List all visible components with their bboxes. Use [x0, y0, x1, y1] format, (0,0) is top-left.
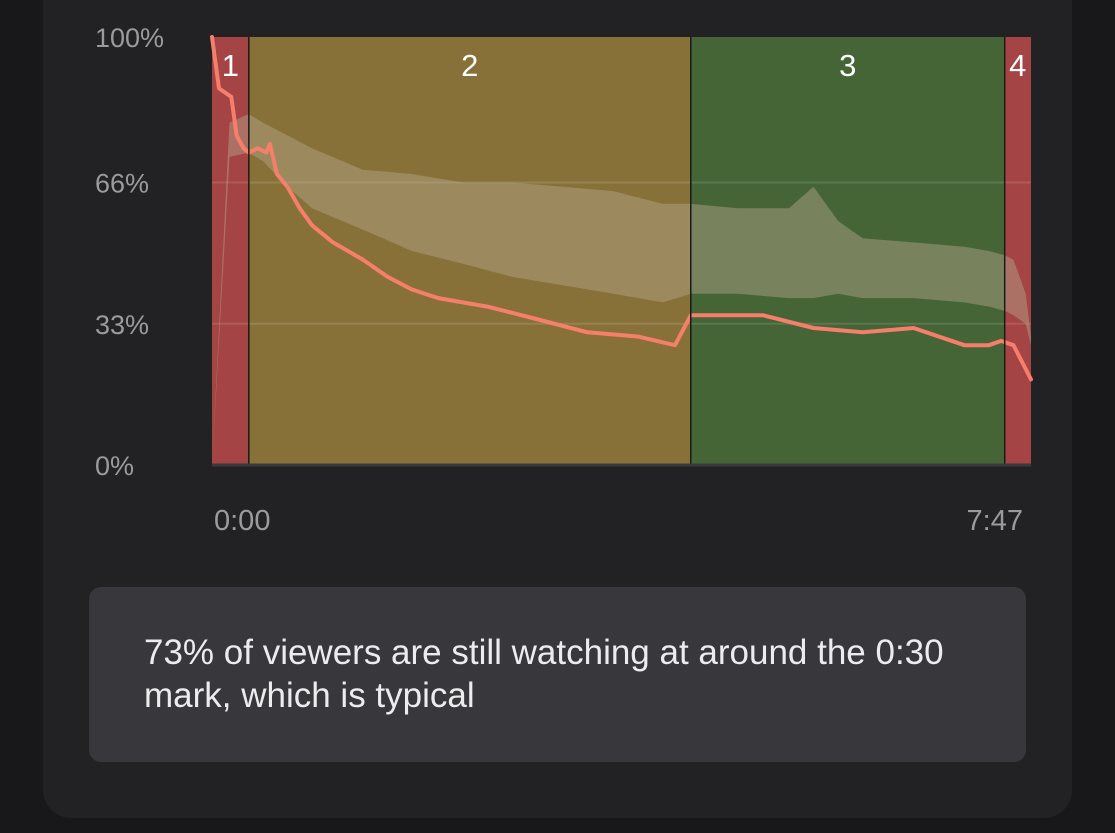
segment-1-label: 1 [222, 48, 239, 83]
y-tick-label: 100% [95, 23, 164, 53]
gridlines [212, 181, 1031, 325]
retention-line-path [210, 35, 1033, 382]
y-tick-label: 66% [95, 169, 149, 199]
segment-labels: 1 2 3 4 [222, 48, 1027, 83]
segment-3-label: 3 [839, 48, 856, 83]
x-tick-label-start: 0:00 [214, 505, 270, 537]
y-tick-label: 33% [95, 310, 149, 340]
x-tick-label-end: 7:47 [967, 505, 1023, 537]
segment-2-background [248, 37, 691, 465]
insight-text: 73% of viewers are still watching at aro… [144, 633, 944, 715]
y-tick-label: 0% [95, 451, 134, 481]
typical-range-area [212, 114, 1031, 465]
segment-backgrounds [212, 37, 1031, 465]
typical-range-band [212, 114, 1031, 465]
retention-line [210, 35, 1033, 382]
insight-box: 73% of viewers are still watching at aro… [89, 587, 1026, 762]
segment-dividers [248, 37, 1006, 465]
segment-4-background [1004, 37, 1031, 465]
segment-4-label: 4 [1009, 48, 1026, 83]
segment-3-background [690, 37, 1005, 465]
segment-1-background [212, 37, 249, 465]
y-axis-ticks: 100% 66% 33% 0% [95, 23, 164, 481]
x-axis-ticks: 0:00 7:47 [214, 505, 1023, 537]
segment-2-label: 2 [461, 48, 478, 83]
retention-chart: 1 2 3 4 100% 66% 33% 0% 0:00 7:47 [95, 23, 1033, 537]
